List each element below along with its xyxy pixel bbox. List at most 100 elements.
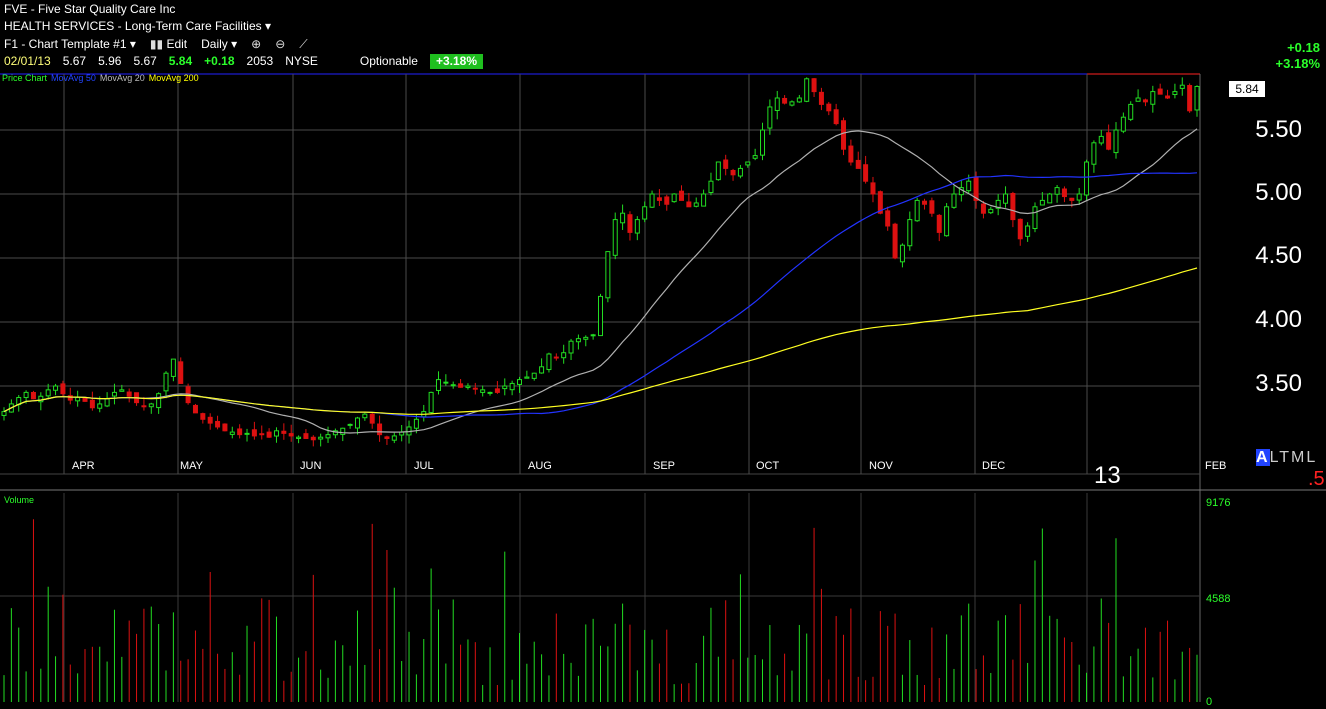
candle-body	[273, 430, 279, 437]
altml-suffix: .5	[1308, 468, 1325, 490]
candle-body	[833, 109, 839, 125]
month-label: DEC	[982, 460, 1006, 472]
candle-body	[855, 159, 861, 169]
candle-body	[863, 164, 869, 182]
candle-body	[973, 177, 979, 201]
candle-body	[539, 366, 545, 374]
candle-body	[200, 413, 206, 420]
candle-body	[443, 381, 449, 384]
candle-body	[384, 436, 390, 439]
candle-body	[1113, 129, 1119, 154]
volume-tick: 0	[1206, 696, 1213, 708]
candle-body	[1179, 84, 1185, 89]
candle-body	[1135, 97, 1141, 102]
candle-body	[148, 403, 154, 408]
candle-body	[782, 97, 788, 104]
ma20-line	[3, 128, 1198, 434]
candle-body	[156, 393, 162, 409]
candle-body	[818, 91, 824, 105]
sector-dropdown[interactable]: HEALTH SERVICES - Long-Term Care Facilit…	[4, 19, 271, 34]
altml-text: LTML	[1269, 449, 1318, 466]
right-change-block: +0.18 +3.18%	[1276, 40, 1320, 72]
candle-body	[458, 383, 464, 388]
candle-body	[966, 180, 972, 192]
bar-chart-icon: ▮▮	[149, 37, 164, 51]
price-tick: 5.00	[1255, 179, 1302, 206]
pct-change-badge: +3.18%	[429, 54, 484, 69]
candle-body	[568, 340, 574, 354]
candle-body	[760, 129, 766, 156]
candle-body	[686, 201, 692, 208]
quote-change: +0.18	[204, 54, 235, 68]
candle-body	[450, 384, 456, 387]
candle-body	[752, 155, 758, 159]
altml-highlight: A	[1256, 449, 1270, 466]
quote-high: 5.96	[98, 54, 122, 68]
quote-last: 5.84	[168, 54, 193, 68]
candle-body	[170, 358, 176, 377]
month-label: JUN	[300, 460, 322, 472]
month-label: FEB	[1205, 460, 1227, 472]
candle-body	[649, 193, 655, 208]
candle-body	[67, 395, 73, 401]
candle-body	[266, 431, 272, 438]
candle-body	[60, 383, 66, 395]
legend-price: Price Chart	[2, 73, 48, 83]
candle-body	[1017, 218, 1023, 240]
month-label: AUG	[528, 460, 552, 472]
month-label: APR	[72, 460, 95, 472]
legend-ma50: MovAvg 50	[51, 73, 96, 83]
candle-body	[1098, 135, 1104, 144]
candle-body	[1076, 193, 1082, 201]
ticker-symbol[interactable]: FVE	[4, 2, 28, 16]
candle-body	[811, 78, 817, 93]
zoom-out-icon[interactable]: ⊖	[275, 37, 286, 51]
candle-body	[1172, 91, 1178, 96]
draw-tool-icon[interactable]: ⟋	[299, 37, 308, 51]
candle-body	[561, 352, 567, 359]
candle-body	[553, 356, 559, 359]
candle-body	[664, 196, 670, 205]
candle-body	[737, 167, 743, 177]
candle-body	[1047, 193, 1053, 204]
last-price-tag: 5.84	[1229, 81, 1265, 97]
period-dropdown[interactable]: Daily ▾	[201, 37, 238, 51]
candle-body	[767, 106, 773, 129]
candle-body	[178, 361, 184, 384]
edit-button[interactable]: ▮▮ Edit	[150, 37, 187, 52]
volume-tick: 4588	[1206, 593, 1231, 605]
candle-body	[472, 387, 478, 390]
candle-body	[303, 433, 309, 439]
candle-body	[1106, 132, 1112, 150]
candle-body	[892, 223, 898, 259]
candle-body	[89, 399, 95, 409]
title-bar: FVE - Five Star Quality Care Inc	[4, 2, 176, 16]
altml-indicator[interactable]: ALTML	[1256, 449, 1317, 467]
candle-body	[141, 405, 147, 408]
candle-body	[841, 120, 847, 150]
candle-body	[598, 295, 603, 337]
candle-body	[97, 403, 103, 409]
candle-body	[826, 103, 832, 112]
candle-body	[1025, 225, 1031, 237]
candle-body	[730, 169, 736, 176]
candle-body	[1157, 88, 1163, 95]
candle-body	[104, 398, 110, 407]
candle-body	[870, 182, 876, 195]
candle-body	[914, 199, 920, 222]
template-dropdown[interactable]: F1 - Chart Template #1 ▾	[4, 37, 136, 51]
chart-toolbar: F1 - Chart Template #1 ▾ ▮▮ Edit Daily ▾…	[4, 37, 308, 52]
chevron-down-icon: ▾	[264, 19, 272, 33]
candle-body	[38, 395, 44, 403]
candle-body	[318, 436, 324, 440]
zoom-in-icon[interactable]: ⊕	[251, 37, 262, 51]
volume-tick: 9176	[1206, 497, 1231, 509]
candle-body	[251, 429, 257, 437]
candle-body	[944, 206, 950, 237]
candle-body	[988, 208, 994, 214]
candle-body	[531, 372, 537, 379]
candle-body	[656, 197, 662, 201]
candle-body	[1010, 192, 1016, 221]
candle-body	[612, 219, 618, 256]
